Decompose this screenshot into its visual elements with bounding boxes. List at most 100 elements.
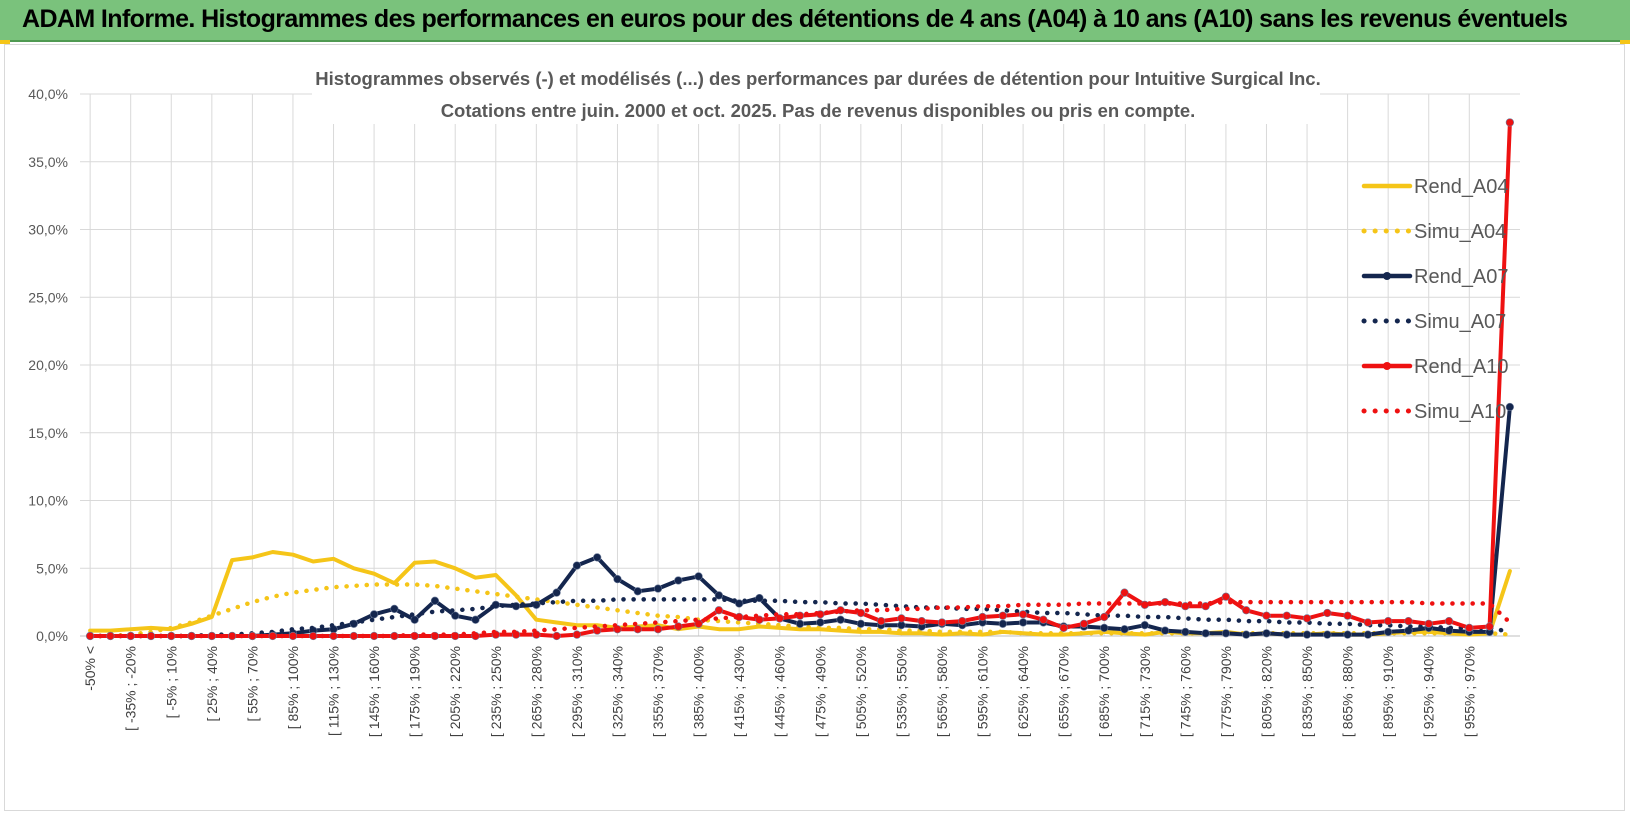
point-rend-a10	[1444, 616, 1454, 626]
x-tick-label: [ 115% ; 130%	[326, 646, 342, 736]
title-background	[312, 62, 1320, 124]
point-rend-a10	[1282, 611, 1291, 620]
point-rend-a10	[1485, 622, 1494, 631]
point-rend-a10	[1302, 614, 1312, 623]
x-tick-label: [ 715% ; 730%	[1137, 646, 1153, 737]
point-rend-a10	[1262, 611, 1271, 620]
point-rend-a10	[917, 616, 926, 626]
point-rend-a07	[998, 619, 1007, 628]
point-rend-a07	[1221, 629, 1231, 638]
point-rend-a07	[1201, 629, 1210, 638]
x-tick-label: [ 865% ; 880%	[1340, 646, 1356, 737]
legend-label-simu-a07: Simu_A07	[1414, 311, 1506, 333]
x-tick-label: [ 565% ; 580%	[934, 646, 950, 737]
point-rend-a10	[1018, 610, 1028, 619]
point-rend-a07	[390, 604, 399, 614]
x-tick-label: [ 655% ; 670%	[1056, 646, 1072, 737]
point-rend-a10	[1424, 619, 1433, 628]
legend: Rend_A04 Simu_A04 Rend_A07 Simu_A07 Rend_A10…	[1361, 176, 1509, 423]
point-rend-a07	[694, 572, 703, 581]
series-line-rend-a07	[88, 405, 1512, 638]
point-rend-a07	[1242, 630, 1251, 639]
point-rend-a07	[451, 611, 460, 620]
legend-label-rend-a07: Rend_A07	[1414, 266, 1509, 288]
point-rend-a07	[471, 615, 480, 624]
chart-frame	[4, 44, 1625, 811]
point-rend-a07	[1323, 630, 1332, 639]
grid	[80, 93, 1520, 637]
point-rend-a10	[1120, 588, 1129, 597]
point-rend-a10	[1201, 602, 1210, 611]
y-tick-label: 0,0%	[36, 628, 68, 644]
point-rend-a10	[714, 606, 723, 615]
x-tick-label: [ 295% ; 310%	[569, 646, 585, 737]
x-tick-label: [ 895% ; 910%	[1380, 646, 1396, 737]
point-rend-a07	[1302, 630, 1312, 639]
point-rend-a10	[1181, 602, 1190, 611]
point-rend-a07	[1160, 626, 1170, 635]
series-group	[86, 118, 1514, 641]
point-rend-a07	[410, 615, 419, 624]
point-rend-a10	[1100, 612, 1109, 622]
x-tick-label: [ 325% ; 340%	[609, 646, 625, 737]
point-rend-a07	[1363, 630, 1372, 639]
legend-marker-rend-a07	[1383, 272, 1391, 280]
x-axis: -50% < [ -35% ; -20% [ -5% ; 10% [ 25% ; 40…	[80, 635, 1520, 737]
y-tick-label: 30,0%	[28, 222, 68, 238]
x-tick-label: [ 475% ; 490%	[812, 646, 828, 737]
y-tick-label: 40,0%	[28, 86, 68, 102]
point-rend-a07	[1282, 630, 1291, 639]
point-rend-a07	[1262, 629, 1271, 638]
point-rend-a07	[755, 593, 764, 603]
x-tick-label: -50% <	[82, 646, 98, 691]
x-tick-label: [ -35% ; -20%	[123, 646, 139, 731]
y-tick-label: 20,0%	[28, 357, 68, 373]
legend-label-simu-a04: Simu_A04	[1414, 221, 1506, 243]
point-rend-a10	[1079, 619, 1089, 628]
point-rend-a10	[552, 631, 561, 641]
y-tick-label: 25,0%	[28, 289, 68, 305]
x-tick-label: [ 265% ; 280%	[528, 646, 544, 737]
x-tick-label: [ 685% ; 700%	[1096, 646, 1112, 737]
legend-marker-rend-a10	[1383, 362, 1391, 370]
point-rend-a10	[775, 614, 784, 623]
point-rend-a10	[633, 625, 642, 634]
point-rend-a10	[1221, 592, 1231, 601]
point-rend-a07	[1018, 618, 1028, 627]
point-rend-a07	[836, 615, 845, 624]
x-tick-label: [ -5% ; 10%	[163, 646, 179, 718]
banner-title: ADAM Informe. Histogrammes des performan…	[22, 5, 1568, 33]
x-tick-label: [ 175% ; 190%	[407, 646, 423, 737]
point-rend-a07	[714, 591, 723, 600]
point-rend-a07	[369, 610, 379, 619]
point-rend-a07	[735, 599, 744, 608]
point-rend-a07	[593, 553, 602, 562]
point-rend-a10	[897, 614, 906, 623]
chart-title: Histogrammes observés (-) et modélisés (…	[315, 68, 1320, 89]
point-rend-a10	[1384, 616, 1393, 626]
point-rend-a10	[674, 622, 683, 631]
point-rend-a10	[937, 618, 947, 627]
x-tick-label: [ 385% ; 400%	[691, 646, 707, 737]
legend-label-simu-a10: Simu_A10	[1414, 401, 1506, 423]
point-rend-a07	[613, 574, 622, 584]
y-tick-label: 5,0%	[36, 560, 68, 576]
legend-label-rend-a04: Rend_A04	[1414, 176, 1509, 198]
y-tick-label: 10,0%	[28, 493, 68, 509]
y-tick-label: 35,0%	[28, 154, 68, 170]
point-rend-a07	[572, 561, 582, 570]
point-rend-a07	[1181, 627, 1190, 637]
x-tick-label: [ 595% ; 610%	[975, 646, 991, 737]
banner: ADAM Informe. Histogrammes des performan…	[0, 0, 1630, 42]
point-rend-a07	[633, 587, 642, 596]
x-tick-label: [ 145% ; 160%	[366, 646, 382, 737]
x-tick-label: [ 25% ; 40%	[204, 646, 220, 722]
point-rend-a10	[1039, 615, 1048, 624]
point-rend-a10	[958, 616, 967, 626]
point-rend-a07	[856, 619, 865, 628]
x-tick-label: [ 535% ; 550%	[893, 646, 909, 737]
point-rend-a10	[1343, 611, 1352, 620]
point-rend-a10	[1059, 623, 1068, 632]
point-rend-a07	[653, 584, 663, 593]
